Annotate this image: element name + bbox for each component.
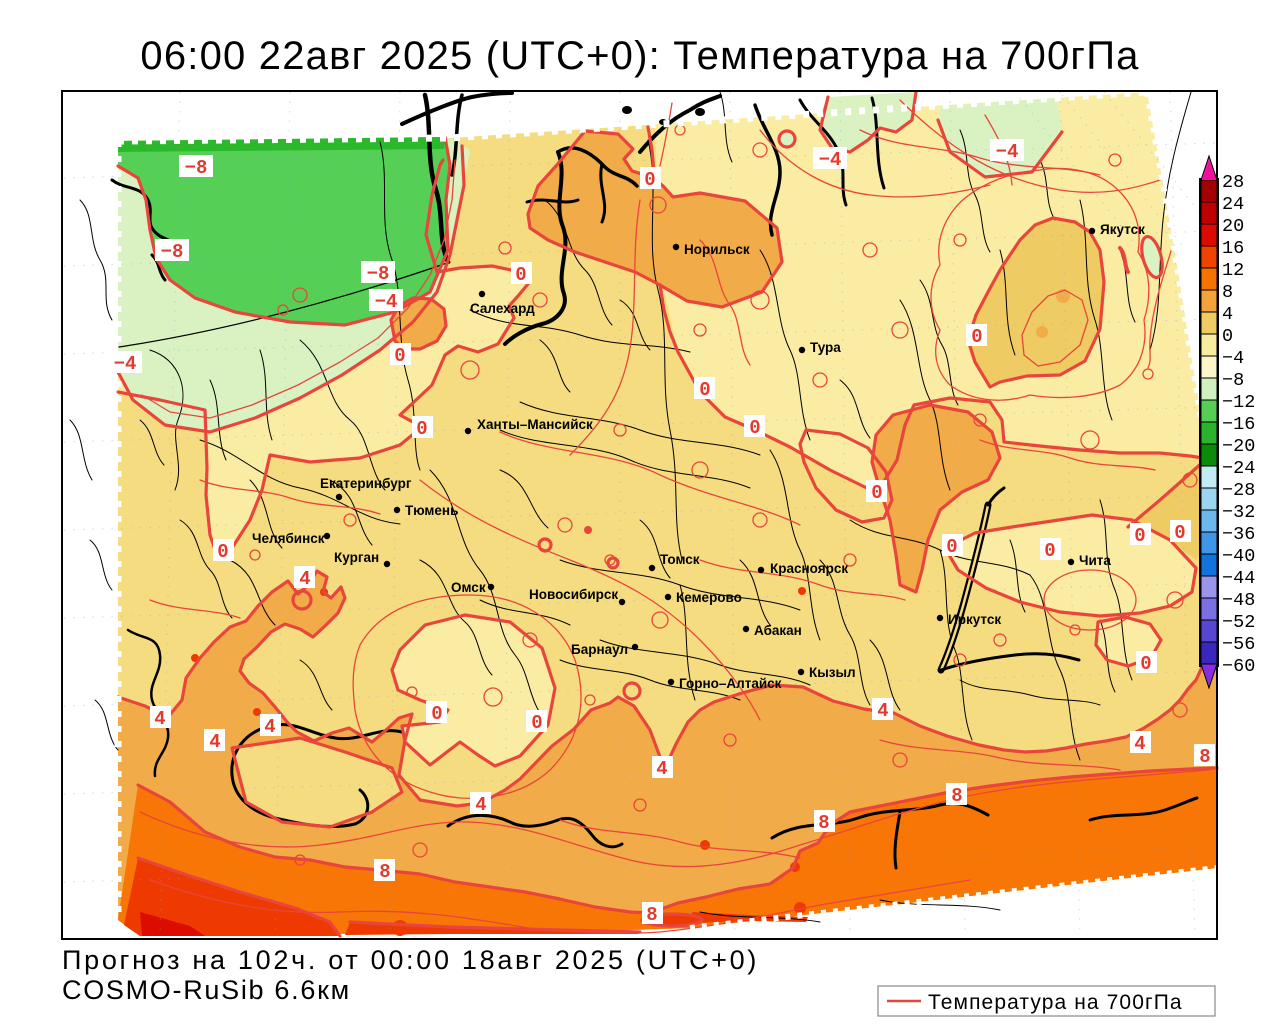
svg-text:−20: −20 [1222, 436, 1255, 457]
svg-text:16: 16 [1222, 238, 1244, 259]
svg-text:0: 0 [971, 326, 982, 348]
svg-text:−16: −16 [1222, 414, 1255, 435]
svg-text:Челябинск: Челябинск [252, 531, 325, 546]
svg-text:Екатеринбург: Екатеринбург [320, 476, 412, 491]
svg-text:8: 8 [951, 785, 962, 807]
svg-text:24: 24 [1222, 194, 1244, 215]
svg-text:−44: −44 [1222, 568, 1255, 589]
svg-text:Якутск: Якутск [1100, 222, 1145, 237]
svg-text:Красноярск: Красноярск [770, 561, 848, 576]
svg-text:4: 4 [475, 794, 486, 816]
svg-text:−36: −36 [1222, 524, 1255, 545]
svg-text:06:00 22авг 2025 (UTC+0): Темп: 06:00 22авг 2025 (UTC+0): Температура на… [140, 34, 1139, 78]
svg-text:0: 0 [394, 345, 405, 367]
svg-text:0: 0 [749, 417, 760, 439]
svg-text:Абакан: Абакан [754, 623, 802, 638]
svg-text:28: 28 [1222, 172, 1244, 193]
svg-text:8: 8 [1199, 746, 1210, 768]
svg-text:Тура: Тура [810, 340, 841, 355]
svg-text:4: 4 [877, 700, 888, 722]
svg-text:4: 4 [299, 568, 310, 590]
svg-text:0: 0 [531, 712, 542, 734]
svg-text:0: 0 [871, 482, 882, 504]
svg-text:Ханты–Мансийск: Ханты–Мансийск [477, 417, 593, 432]
svg-text:−8: −8 [185, 157, 208, 179]
svg-text:−56: −56 [1222, 634, 1255, 655]
svg-text:8: 8 [646, 904, 657, 926]
svg-text:COSMO-RuSib 6.6км: COSMO-RuSib 6.6км [62, 975, 351, 1005]
svg-text:Чита: Чита [1079, 553, 1111, 568]
svg-text:−8: −8 [1222, 370, 1244, 391]
svg-text:0: 0 [431, 703, 442, 725]
svg-text:0: 0 [1134, 525, 1145, 547]
svg-text:8: 8 [1222, 282, 1233, 303]
svg-text:0: 0 [699, 379, 710, 401]
svg-text:20: 20 [1222, 216, 1244, 237]
svg-text:−12: −12 [1222, 392, 1255, 413]
svg-text:−8: −8 [161, 241, 184, 263]
svg-text:0: 0 [946, 536, 957, 558]
svg-text:−28: −28 [1222, 480, 1255, 501]
svg-text:0: 0 [1044, 540, 1055, 562]
svg-text:−60: −60 [1222, 656, 1255, 677]
svg-text:−48: −48 [1222, 590, 1255, 611]
svg-text:0: 0 [1174, 522, 1185, 544]
svg-text:Прогноз на 102ч. от 00:00 18ав: Прогноз на 102ч. от 00:00 18авг 2025 (UT… [62, 945, 759, 975]
svg-text:4: 4 [1134, 733, 1145, 755]
svg-text:−4: −4 [819, 149, 842, 171]
svg-text:−32: −32 [1222, 502, 1255, 523]
svg-text:12: 12 [1222, 260, 1244, 281]
svg-text:Кемерово: Кемерово [676, 590, 742, 605]
svg-text:Курган: Курган [334, 550, 379, 565]
svg-text:Салехард: Салехард [470, 301, 535, 316]
svg-text:Новосибирск: Новосибирск [529, 587, 618, 602]
svg-text:8: 8 [379, 861, 390, 883]
svg-text:Иркутск: Иркутск [948, 612, 1001, 627]
svg-text:0: 0 [217, 541, 228, 563]
svg-text:Кызыл: Кызыл [809, 665, 856, 680]
svg-text:−8: −8 [367, 263, 390, 285]
svg-text:Барнаул: Барнаул [571, 642, 628, 657]
svg-text:0: 0 [416, 418, 427, 440]
svg-text:0: 0 [1140, 653, 1151, 675]
svg-text:−24: −24 [1222, 458, 1255, 479]
svg-text:0: 0 [644, 169, 655, 191]
svg-text:−40: −40 [1222, 546, 1255, 567]
svg-text:0: 0 [1222, 326, 1233, 347]
svg-text:4: 4 [656, 758, 667, 780]
svg-text:8: 8 [818, 812, 829, 834]
svg-text:−4: −4 [996, 141, 1019, 163]
svg-text:−52: −52 [1222, 612, 1255, 633]
svg-text:Тюмень: Тюмень [405, 503, 458, 518]
svg-text:Температура на 700гПа: Температура на 700гПа [928, 991, 1183, 1014]
svg-text:Омск: Омск [451, 580, 486, 595]
svg-text:−4: −4 [1222, 348, 1244, 369]
svg-text:Норильск: Норильск [684, 242, 750, 257]
svg-text:Горно–Алтайск: Горно–Алтайск [679, 676, 782, 691]
svg-text:Томск: Томск [660, 552, 700, 567]
svg-text:−4: −4 [375, 291, 398, 313]
svg-text:4: 4 [264, 716, 275, 738]
svg-text:0: 0 [515, 264, 526, 286]
svg-text:4: 4 [1222, 304, 1233, 325]
svg-text:4: 4 [209, 731, 220, 753]
svg-text:4: 4 [154, 708, 165, 730]
